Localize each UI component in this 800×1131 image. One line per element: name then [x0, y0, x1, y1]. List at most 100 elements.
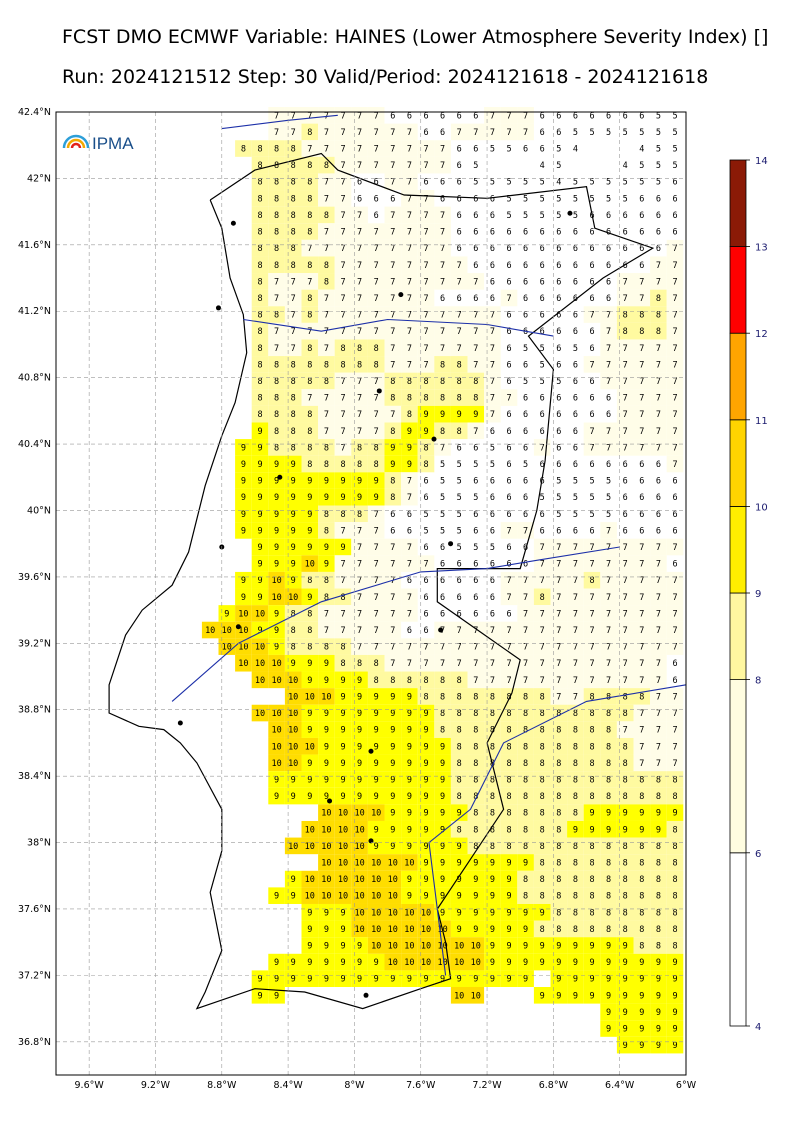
haines-cell	[334, 903, 352, 921]
haines-cell	[650, 289, 667, 307]
haines-value: 7	[656, 443, 661, 453]
haines-cell	[268, 356, 285, 373]
lat-tick-label: 41.2°N	[18, 306, 51, 317]
haines-cell	[251, 439, 269, 456]
haines-cell	[533, 903, 551, 921]
haines-cell	[666, 804, 684, 821]
haines-cell	[650, 820, 667, 838]
haines-cell	[567, 820, 584, 838]
haines-cell	[533, 621, 551, 639]
haines-value: 6	[523, 510, 528, 520]
haines-cell	[633, 820, 651, 838]
haines-value: 6	[639, 460, 644, 470]
haines-value: 8	[457, 825, 462, 835]
haines-value: 8	[573, 858, 578, 868]
haines-value: 7	[374, 228, 379, 238]
haines-value: 5	[606, 178, 611, 188]
haines-cell	[600, 820, 617, 838]
haines-value: 7	[573, 659, 578, 669]
haines-cell	[318, 887, 335, 904]
haines-cell	[633, 439, 651, 456]
haines-cell	[650, 605, 667, 622]
haines-value: 9	[440, 759, 445, 769]
haines-cell	[334, 571, 352, 589]
haines-value: 8	[589, 925, 594, 935]
haines-value: 9	[457, 842, 462, 852]
haines-value: 8	[490, 742, 495, 752]
haines-value: 7	[440, 244, 445, 254]
haines-value: 8	[307, 311, 312, 321]
haines-value: 8	[672, 941, 677, 951]
haines-cell	[533, 588, 551, 606]
haines-cell	[500, 571, 518, 589]
lon-tick-label: 9.2°W	[141, 1080, 171, 1091]
haines-value: 8	[473, 809, 478, 819]
haines-cell	[351, 538, 368, 556]
haines-cell	[434, 854, 451, 871]
haines-value: 8	[257, 394, 262, 404]
haines-value: 7	[623, 659, 628, 669]
haines-cell	[583, 987, 601, 1004]
haines-cell	[650, 887, 667, 904]
haines-value: 6	[506, 510, 511, 520]
haines-cell	[351, 953, 368, 971]
haines-value: 7	[457, 344, 462, 354]
haines-value: 9	[672, 809, 677, 819]
haines-value: 7	[473, 311, 478, 321]
haines-value: 7	[672, 427, 677, 437]
haines-cell	[301, 107, 319, 124]
haines-cell	[550, 538, 568, 556]
haines-cell	[517, 107, 534, 124]
haines-cell	[450, 787, 468, 805]
haines-cell	[251, 239, 269, 257]
haines-cell	[351, 654, 368, 672]
haines-value: 10	[305, 742, 315, 752]
haines-value: 9	[307, 908, 312, 918]
haines-cell	[384, 273, 402, 290]
haines-value: 9	[274, 609, 279, 619]
haines-value: 10	[305, 560, 315, 570]
haines-cell	[401, 737, 418, 755]
haines-value: 7	[623, 726, 628, 736]
haines-value: 6	[589, 344, 594, 354]
haines-cell	[567, 837, 584, 855]
haines-cell	[517, 837, 534, 855]
haines-value: 6	[540, 311, 545, 321]
haines-cell	[268, 605, 285, 622]
haines-cell	[450, 372, 468, 390]
haines-value: 6	[573, 277, 578, 287]
haines-cell	[251, 704, 269, 722]
haines-cell	[616, 953, 634, 971]
haines-value: 9	[407, 742, 412, 752]
haines-cell	[484, 970, 501, 987]
haines-cell	[268, 322, 285, 340]
haines-cell	[616, 621, 634, 639]
haines-value: 9	[357, 676, 362, 686]
haines-cell	[301, 754, 319, 772]
haines-value: 7	[340, 609, 345, 619]
haines-cell	[367, 339, 385, 357]
haines-value: 6	[556, 344, 561, 354]
haines-value: 7	[656, 709, 661, 719]
haines-value: 5	[589, 477, 594, 487]
haines-value: 6	[473, 526, 478, 536]
haines-value: 9	[357, 742, 362, 752]
haines-value: 7	[340, 277, 345, 287]
haines-value: 8	[589, 908, 594, 918]
haines-cell	[450, 654, 468, 672]
haines-cell	[417, 156, 435, 174]
haines-cell	[384, 771, 402, 788]
haines-value: 8	[623, 311, 628, 321]
haines-cell	[616, 754, 634, 772]
haines-cell	[550, 638, 568, 655]
haines-cell	[401, 289, 418, 307]
haines-cell	[616, 422, 634, 440]
haines-value: 7	[440, 344, 445, 354]
haines-value: 7	[656, 261, 661, 271]
haines-value: 6	[639, 493, 644, 503]
haines-value: 10	[321, 825, 331, 835]
haines-value: 6	[540, 277, 545, 287]
haines-value: 7	[473, 676, 478, 686]
haines-value: 7	[473, 277, 478, 287]
haines-value: 9	[540, 941, 545, 951]
